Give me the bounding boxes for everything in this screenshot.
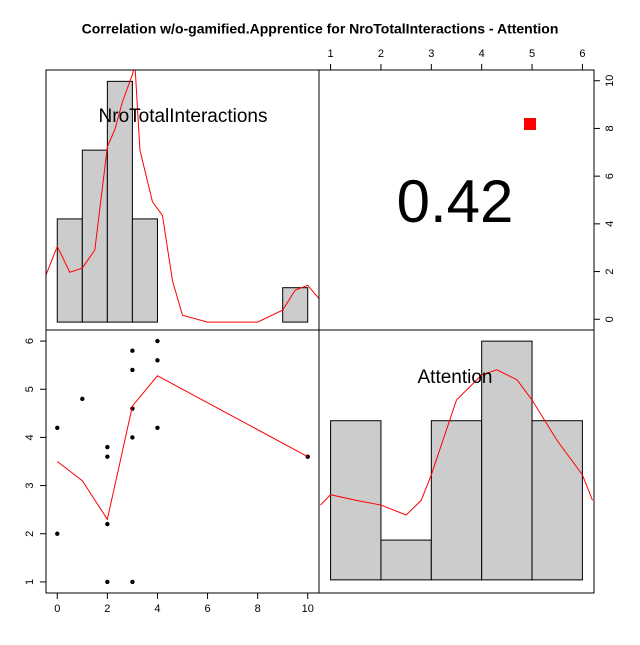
tick-label: 4 (24, 434, 36, 440)
smooth-line (56, 375, 308, 521)
tick-label: 6 (579, 48, 585, 60)
scatter-point (55, 531, 60, 536)
scatter-point (55, 425, 60, 430)
tick-label: 2 (104, 603, 110, 615)
histogram-bar (282, 287, 309, 323)
scatter-point (130, 348, 135, 353)
tick-label: 3 (24, 483, 36, 489)
scatter-point (155, 358, 160, 363)
histogram-bar (380, 539, 432, 581)
correlation-value: 0.42 (397, 168, 514, 235)
tick-label: 4 (604, 221, 616, 227)
scatter-point (105, 454, 110, 459)
histogram-bar (106, 80, 133, 323)
scatter-point (105, 579, 110, 585)
tick-label: 4 (479, 48, 485, 60)
panel-border (45, 329, 320, 594)
tick-label: 6 (24, 338, 36, 344)
tick-label: 6 (204, 603, 210, 615)
variable-label: NroTotalInteractions (99, 106, 268, 127)
tick-label: 0 (54, 603, 60, 615)
scatter-point (130, 367, 135, 373)
tick-label: 3 (428, 48, 434, 60)
tick-label: 5 (529, 48, 535, 60)
chart-title: Correlation w/o-gamified.Apprentice for … (82, 21, 559, 37)
scatter-point (105, 444, 110, 450)
tick-label: 2 (24, 531, 36, 537)
histogram-bar (531, 420, 583, 581)
density-line (320, 369, 593, 516)
scatter-point (130, 435, 135, 440)
tick-label: 1 (328, 48, 334, 60)
panel-border (318, 329, 595, 594)
tick-label: 10 (604, 75, 616, 87)
tick-label: 5 (24, 386, 36, 392)
tick-label: 8 (604, 125, 616, 131)
tick-label: 4 (154, 603, 160, 615)
scatter-point (130, 579, 135, 585)
density-line (46, 70, 319, 323)
histogram-bar (131, 218, 158, 323)
tick-label: 10 (302, 603, 314, 615)
tick-label: 1 (24, 579, 36, 585)
tick-label: 0 (604, 316, 616, 322)
scatter-point (80, 396, 85, 402)
variable-label: Attention (418, 367, 493, 388)
histogram-bar (56, 218, 83, 323)
scatter-point (155, 425, 160, 430)
tick-label: 2 (604, 268, 616, 274)
significance-marker (524, 118, 536, 130)
histogram-bar (430, 420, 483, 581)
scatter-point (105, 521, 110, 527)
tick-label: 8 (255, 603, 261, 615)
scatter-point (155, 338, 160, 344)
tick-label: 6 (604, 173, 616, 179)
tick-label: 2 (378, 48, 384, 60)
